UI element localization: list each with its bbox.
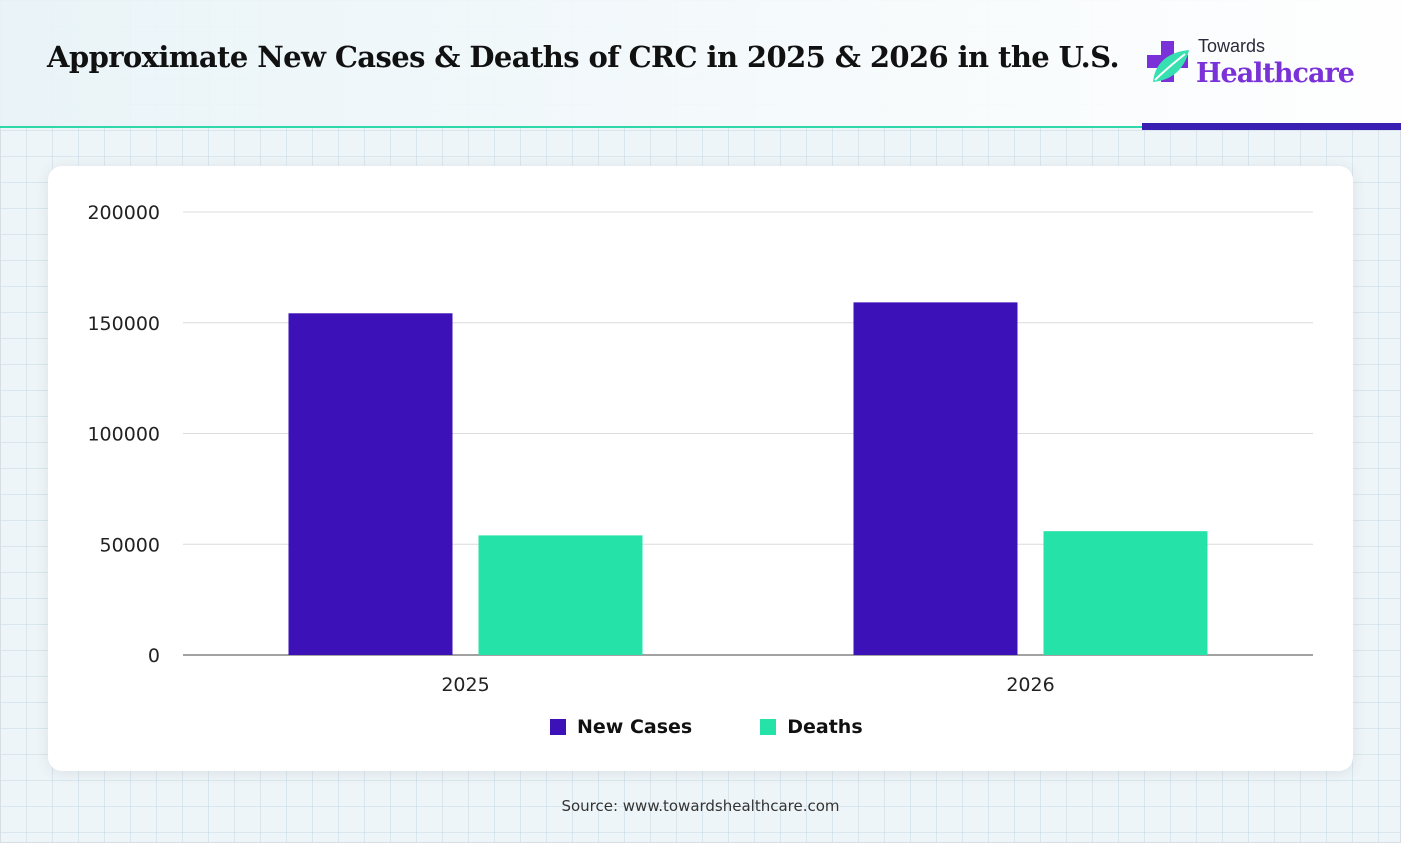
legend-label-new-cases: New Cases — [577, 716, 693, 738]
y-tick-label: 100000 — [87, 424, 160, 446]
logo-text-healthcare: Healthcare — [1196, 58, 1355, 89]
header-divider-teal — [0, 126, 1142, 128]
bar-new-cases-2025 — [288, 313, 453, 655]
header-divider-purple — [1142, 123, 1401, 130]
logo-text-towards: Towards — [1198, 36, 1266, 56]
x-tick-label: 2026 — [1006, 674, 1054, 696]
chart-title: Approximate New Cases & Deaths of CRC in… — [47, 40, 1120, 74]
legend-item-new-cases: New Cases — [550, 716, 692, 738]
x-tick-label: 2025 — [441, 674, 489, 696]
chart-legend: New Cases Deaths — [550, 716, 931, 738]
brand-logo: Towards Healthcare — [1145, 36, 1365, 96]
bar-deaths-2026 — [1043, 531, 1208, 655]
y-tick-label: 200000 — [87, 202, 160, 224]
legend-item-deaths: Deaths — [760, 716, 863, 738]
bar-deaths-2025 — [478, 535, 643, 655]
y-tick-label: 0 — [148, 645, 160, 667]
legend-label-deaths: Deaths — [787, 716, 863, 738]
y-tick-label: 150000 — [87, 313, 160, 335]
bar-new-cases-2026 — [853, 302, 1018, 655]
legend-swatch-deaths — [760, 719, 777, 735]
chart-card — [48, 166, 1353, 771]
y-tick-label: 50000 — [100, 534, 160, 556]
source-note: Source: www.towardshealthcare.com — [561, 797, 840, 815]
legend-swatch-new-cases — [550, 719, 566, 735]
medical-cross-leaf-icon — [1147, 41, 1189, 82]
